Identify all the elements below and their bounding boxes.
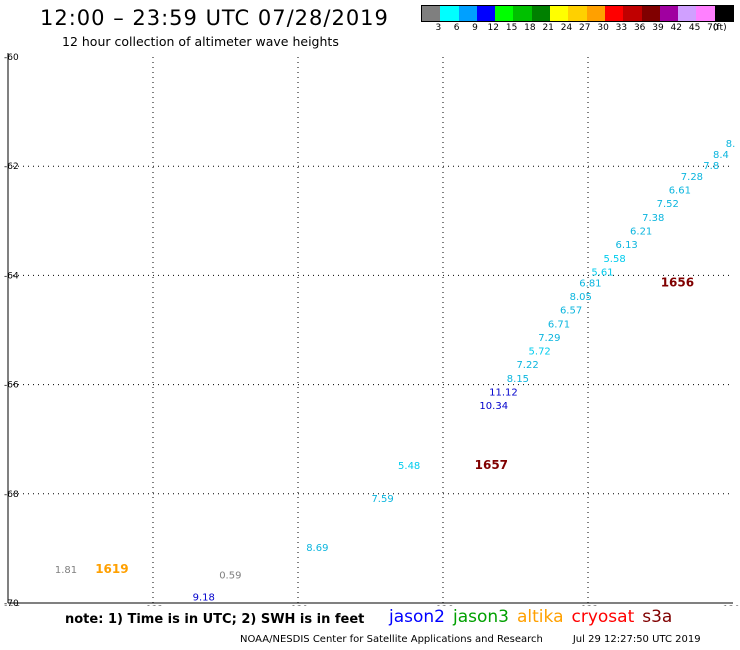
wave-height-value: 6.13 — [616, 240, 638, 251]
wave-height-value: 7.38 — [642, 213, 664, 224]
lon-tick-label: -129 — [288, 605, 309, 606]
wave-height-map: -135 -132 -129 -126 -123 -120 -60 -62 -64 -66 -68 -… — [0, 53, 740, 606]
legend-label: 30 — [597, 23, 609, 33]
wave-height-value: 5.61 — [591, 267, 613, 278]
credit-text: NOAA/NESDIS Center for Satellite Applica… — [240, 634, 543, 645]
lon-tick-label: -132 — [143, 605, 163, 606]
legend-swatch — [531, 6, 551, 21]
legend-swatch — [458, 6, 477, 21]
legend-label: 3 — [435, 23, 442, 33]
wave-height-value: 8.4 — [713, 150, 729, 161]
wave-height-value: 6.57 — [560, 306, 582, 317]
satellite-cryosat: cryosat — [571, 607, 635, 627]
lat-tick-label: -70 — [4, 599, 19, 606]
legend-label: 12 — [487, 23, 500, 33]
legend-swatch — [659, 6, 679, 21]
wave-height-value: 6.71 — [548, 319, 570, 330]
legend-labels: 3 6 9 12 15 18 21 24 27 30 33 36 39 42 45 70 (ft) — [421, 22, 731, 34]
legend-label: 33 — [615, 23, 628, 33]
satellite-jason3: jason3 — [453, 607, 509, 627]
pass-time-label: 1657 — [475, 458, 508, 472]
wave-height-value: 7.28 — [681, 172, 703, 183]
legend-swatch — [568, 6, 587, 21]
wave-height-value: 9.18 — [193, 592, 215, 603]
legend-swatch — [696, 6, 715, 21]
legend-label: 18 — [524, 23, 536, 33]
wave-height-value: 7.59 — [371, 494, 393, 505]
legend-swatch — [440, 6, 459, 21]
wave-height-value: 8.69 — [306, 543, 328, 554]
legend-swatch — [678, 6, 697, 21]
legend-swatch — [586, 6, 605, 21]
legend-label: 42 — [670, 23, 683, 33]
wave-height-value: 7.52 — [657, 199, 679, 210]
lat-tick-label: -62 — [4, 162, 19, 172]
wave-height-value: 5.72 — [529, 347, 551, 358]
wave-height-value: 8.15 — [507, 374, 529, 385]
legend-label: 36 — [633, 23, 646, 33]
legend-swatch — [495, 6, 514, 21]
legend-label: 24 — [560, 23, 573, 33]
wave-height-value: 6.21 — [630, 226, 652, 237]
map-title: 12:00 – 23:59 UTC 07/28/2019 — [40, 6, 389, 30]
pass-time-label: 1656 — [661, 275, 694, 289]
wave-height-value: 7.22 — [516, 360, 538, 371]
wave-height-value: 5.48 — [398, 461, 420, 472]
wave-height-value: 7.29 — [538, 333, 560, 344]
legend-swatch — [422, 6, 441, 21]
lon-tick-label: -120 — [720, 605, 740, 606]
pass-time-label: 1619 — [95, 562, 128, 576]
legend-swatch — [604, 6, 624, 21]
lon-tick-label: -135 — [0, 605, 20, 606]
legend-swatch — [550, 6, 569, 21]
satellite-altika: altika — [517, 607, 564, 627]
legend-label: 45 — [688, 23, 701, 33]
wave-height-value: 5.58 — [603, 254, 625, 265]
wave-height-value: 8. — [726, 139, 736, 150]
legend-swatches — [421, 5, 735, 22]
legend-label: 15 — [505, 23, 518, 33]
legend-swatch — [641, 6, 660, 21]
legend-swatch — [513, 6, 532, 21]
satellite-s3a: s3a — [642, 607, 673, 627]
wave-height-value: 6.81 — [579, 278, 601, 289]
legend-label: 6 — [453, 23, 460, 33]
legend-swatch — [476, 6, 496, 21]
map-subtitle: 12 hour collection of altimeter wave hei… — [62, 34, 339, 49]
wave-height-value: 0.59 — [219, 570, 241, 581]
color-legend: 3 6 9 12 15 18 21 24 27 30 33 36 39 42 45 70 (ft) — [421, 5, 735, 34]
credit-line: NOAA/NESDIS Center for Satellite Applica… — [240, 634, 701, 645]
footnote: note: 1) Time is in UTC; 2) SWH is in fe… — [65, 612, 365, 627]
lat-tick-label: -68 — [4, 490, 19, 500]
lon-tick-label: -126 — [433, 605, 454, 606]
lon-tick-label: -123 — [578, 605, 598, 606]
satellite-legend: jason2 jason3 altika cryosat s3a — [389, 607, 672, 627]
legend-label: 21 — [542, 23, 554, 33]
wave-height-value: 1.81 — [55, 565, 77, 576]
wave-height-value: 11.12 — [489, 388, 518, 399]
legend-swatch — [714, 6, 734, 21]
legend-label: 39 — [652, 23, 664, 33]
legend-unit: (ft) — [713, 23, 727, 33]
lat-tick-label: -64 — [4, 271, 19, 281]
lat-tick-label: -60 — [4, 53, 19, 63]
wave-height-value: 7.8 — [703, 161, 719, 172]
legend-swatch — [623, 6, 642, 21]
legend-label: 9 — [472, 23, 478, 33]
legend-label: 27 — [579, 23, 591, 33]
satellite-jason2: jason2 — [389, 607, 445, 627]
wave-height-value: 8.05 — [570, 292, 592, 303]
legend-label: 70 — [707, 23, 719, 33]
wave-height-value: 6.61 — [669, 186, 691, 197]
wave-height-value: 10.34 — [479, 401, 508, 412]
generated-timestamp: Jul 29 12:27:50 UTC 2019 — [572, 634, 701, 645]
lat-tick-label: -66 — [4, 381, 19, 391]
